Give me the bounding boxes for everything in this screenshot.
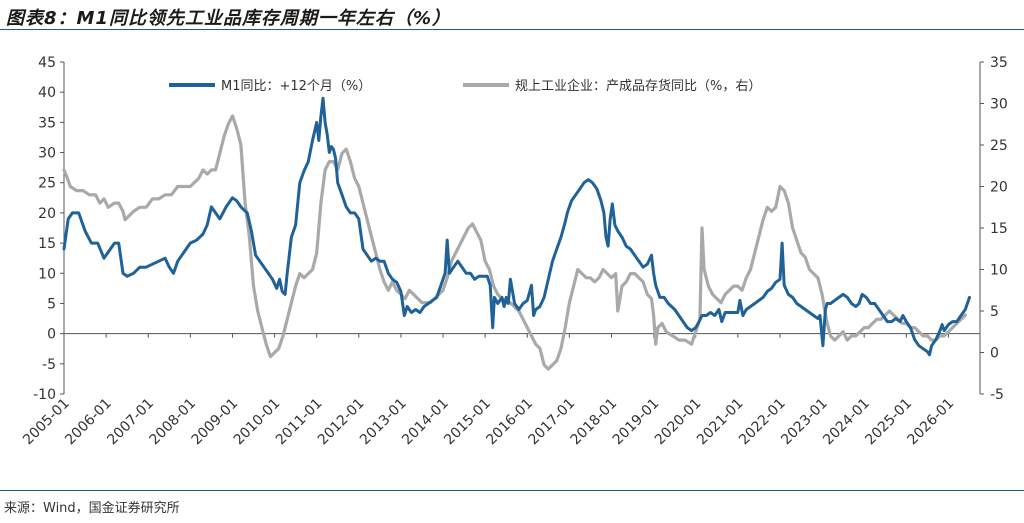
- left-tick-label: 20: [38, 206, 56, 222]
- x-axis: 2005-012006-012007-012008-012009-012010-…: [20, 333, 980, 449]
- right-tick-label: 30: [990, 97, 1008, 113]
- series-line-m1: [62, 96, 971, 357]
- left-axis: -10 -5 0 5 10 15 20 25 30 35 40 45: [33, 55, 65, 403]
- left-tick-label: 40: [38, 85, 56, 101]
- footer-rule: [0, 490, 1024, 491]
- left-tick-label: -5: [42, 357, 56, 373]
- left-tick-label: 10: [38, 266, 56, 282]
- left-tick-label: 45: [38, 55, 56, 71]
- legend: M1同比：+12个月（%） 规上工业企业：产成品存货同比（%，右）: [169, 78, 761, 94]
- left-tick-label: 15: [38, 236, 56, 252]
- left-tick-label: 25: [38, 176, 56, 192]
- title-rule: [0, 29, 1024, 30]
- series-lines: [62, 96, 971, 371]
- source-note: 来源：Wind，国金证券研究所: [4, 501, 180, 516]
- page-title: 图表8：M1同比领先工业品库存周期一年左右（%）: [6, 8, 451, 29]
- right-tick-label: 20: [990, 180, 1008, 196]
- right-tick-label: 15: [990, 221, 1008, 237]
- left-tick-label: 35: [38, 115, 56, 131]
- legend-label-m1: M1同比：+12个月（%）: [221, 79, 371, 94]
- legend-label-inventory: 规上工业企业：产成品存货同比（%，右）: [515, 78, 761, 94]
- right-axis: -5 0 5 10 15 20 25 30 35: [979, 55, 1008, 403]
- left-tick-label: 5: [47, 296, 56, 312]
- right-tick-label: 0: [990, 346, 999, 362]
- right-tick-label: 25: [990, 138, 1008, 154]
- left-tick-label: 30: [38, 146, 56, 162]
- chart: -10 -5 0 5 10 15 20 25 30 35 40 45 -5 0 5 10 15 20 25 30 35…: [20, 55, 1008, 449]
- right-tick-label: -5: [990, 387, 1004, 403]
- right-tick-label: 5: [990, 304, 999, 320]
- series-line-inventory: [62, 114, 967, 371]
- left-tick-label: -10: [33, 387, 56, 403]
- right-tick-label: 35: [990, 55, 1008, 71]
- x-tick-label: 2026-01: [905, 396, 958, 449]
- left-tick-label: 0: [47, 327, 56, 343]
- right-tick-label: 10: [990, 263, 1008, 279]
